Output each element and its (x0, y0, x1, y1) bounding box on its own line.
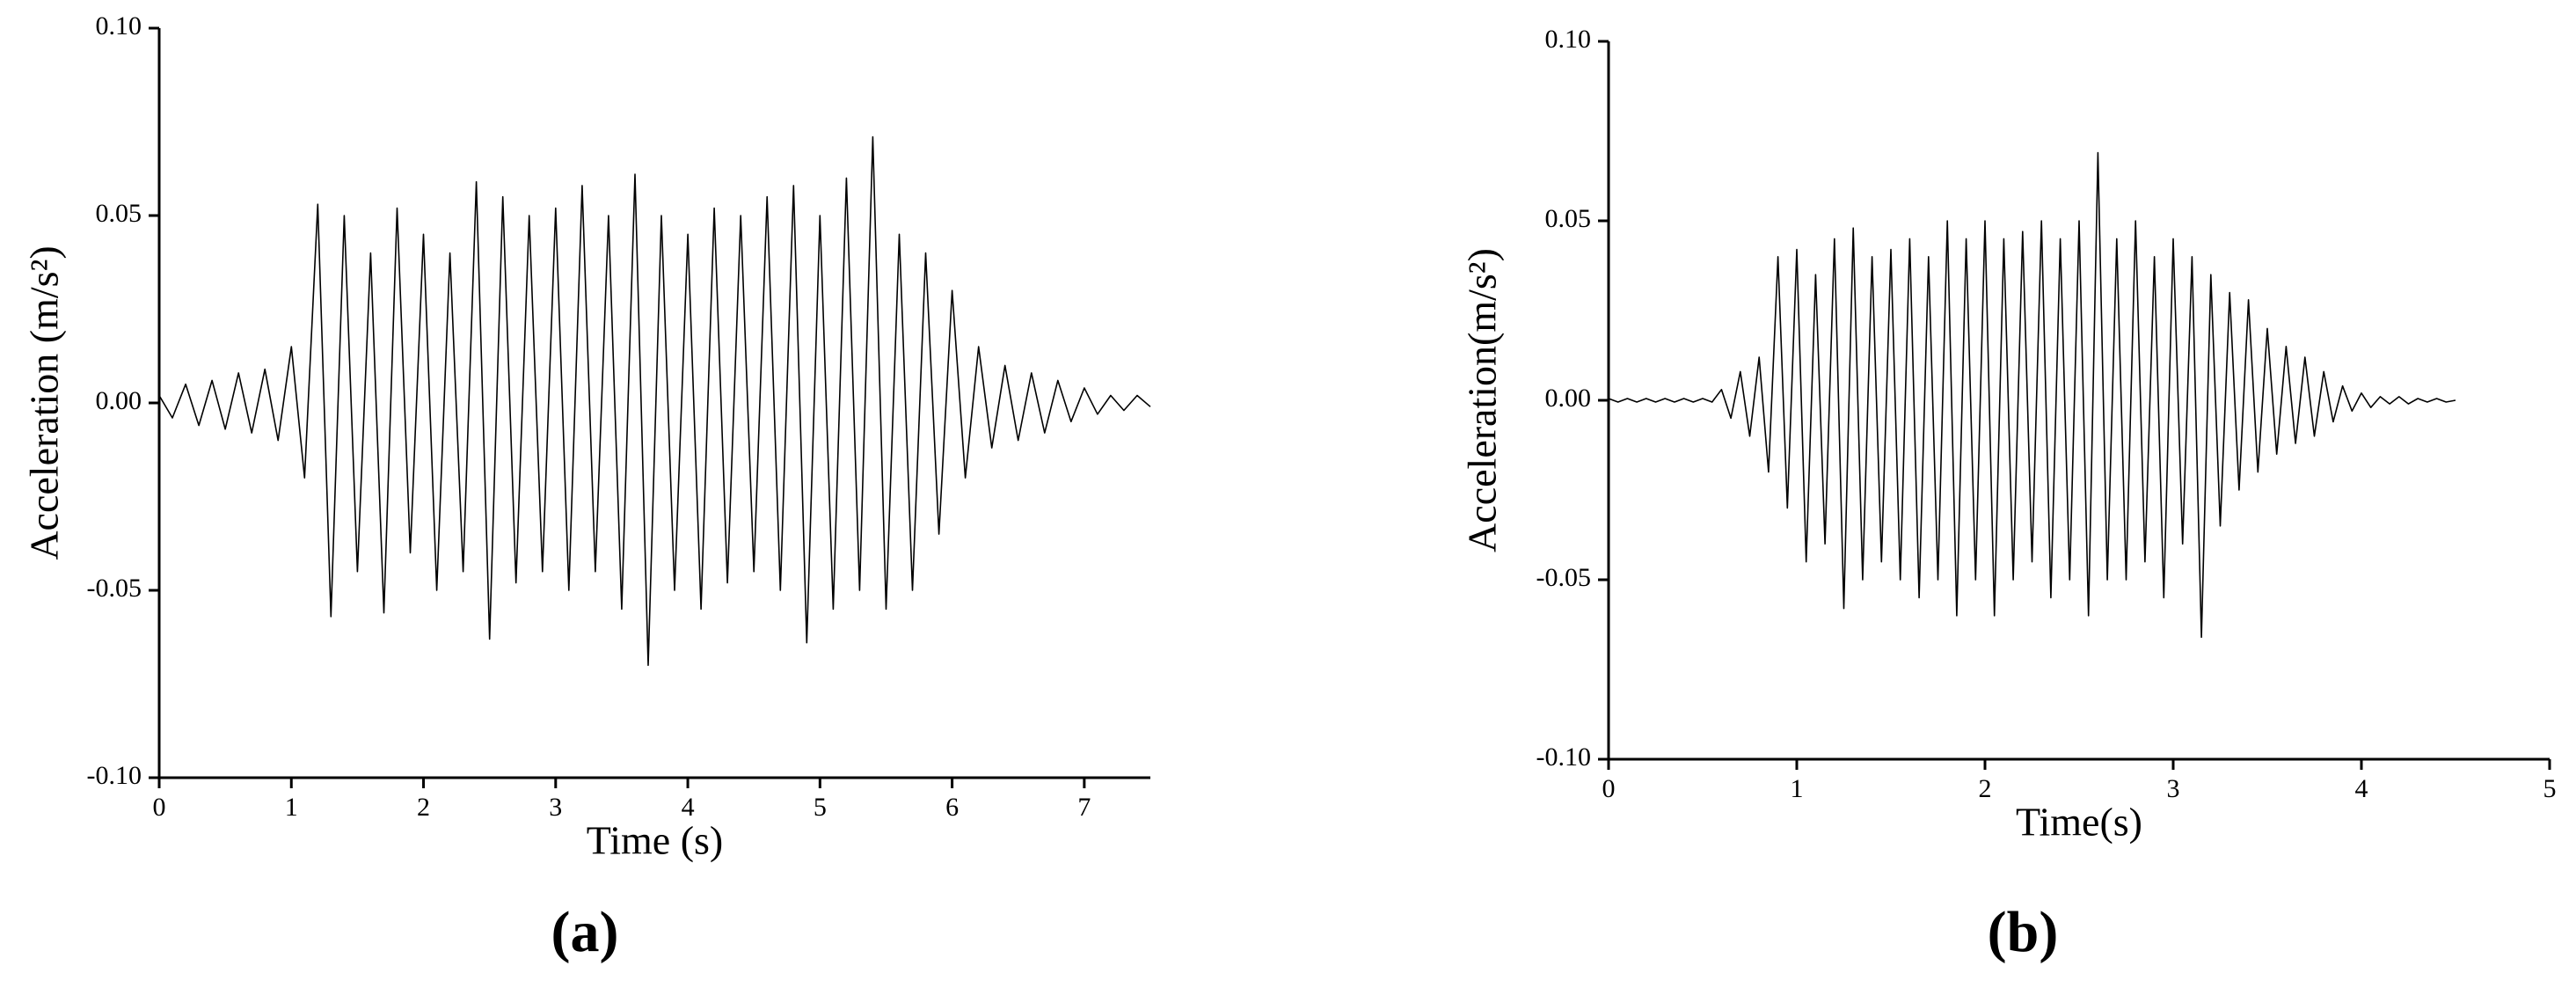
y-tick-label: -0.05 (87, 574, 142, 603)
x-axis-title: Time(s) (2016, 800, 2142, 845)
y-tick-label: -0.10 (1536, 743, 1592, 772)
x-tick-label: 2 (1979, 774, 1992, 803)
signal-line (158, 135, 1151, 666)
x-tick-label: 1 (285, 793, 298, 822)
x-tick-label: 5 (814, 793, 827, 822)
y-tick-label: 0.00 (1545, 384, 1592, 413)
y-tick-label: 0.05 (96, 199, 142, 228)
y-axis-title: Acceleration(m/s²) (1460, 248, 1505, 552)
y-tick-label: 0.10 (96, 11, 142, 40)
x-tick-label: 0 (1602, 774, 1616, 803)
y-tick-label: 0.00 (96, 386, 142, 415)
y-axis-title: Acceleration (m/s²) (22, 245, 67, 560)
y-tick-label: 0.10 (1545, 25, 1592, 54)
x-tick-label: 0 (153, 793, 166, 822)
x-tick-label: 3 (2167, 774, 2180, 803)
x-tick-label: 5 (2543, 774, 2557, 803)
x-tick-label: 4 (682, 793, 695, 822)
panel-label: (a) (551, 900, 619, 964)
y-tick-label: 0.05 (1545, 204, 1592, 233)
x-tick-label: 1 (1791, 774, 1804, 803)
x-tick-label: 2 (417, 793, 430, 822)
x-tick-label: 4 (2355, 774, 2368, 803)
x-tick-label: 3 (549, 793, 562, 822)
x-axis-title: Time (s) (587, 818, 724, 863)
x-tick-label: 6 (945, 793, 959, 822)
y-tick-label: -0.10 (87, 761, 142, 790)
panel-label: (b) (1988, 900, 2059, 964)
y-tick-label: -0.05 (1536, 563, 1592, 592)
signal-line (1608, 151, 2456, 639)
x-tick-label: 7 (1077, 793, 1091, 822)
